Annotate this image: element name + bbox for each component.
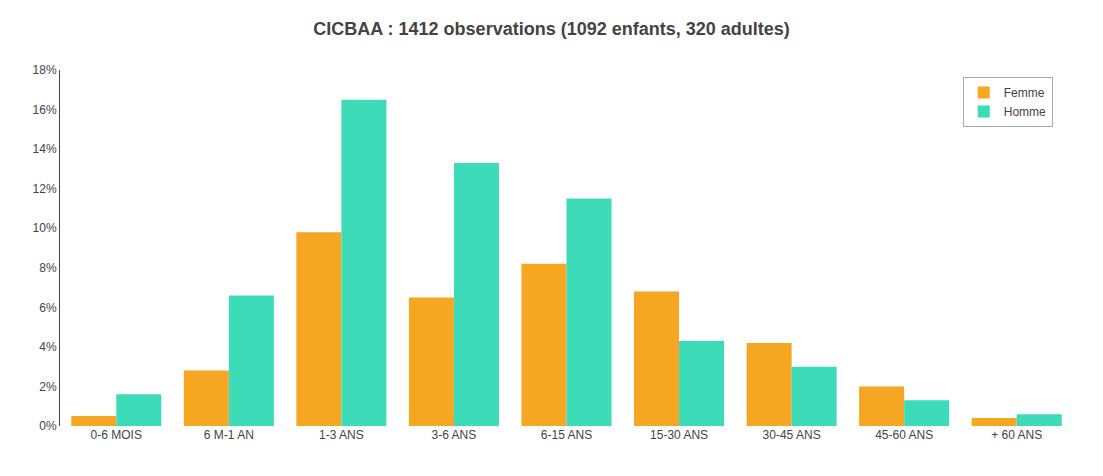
svg-text:6 M-1 AN: 6 M-1 AN xyxy=(204,428,254,442)
svg-text:3-6 ANS: 3-6 ANS xyxy=(432,428,477,442)
svg-text:1-3 ANS: 1-3 ANS xyxy=(319,428,364,442)
svg-text:12%: 12% xyxy=(33,182,57,196)
svg-text:30-45 ANS: 30-45 ANS xyxy=(763,428,821,442)
svg-text:45-60 ANS: 45-60 ANS xyxy=(875,428,933,442)
svg-text:10%: 10% xyxy=(33,221,57,235)
svg-text:8%: 8% xyxy=(39,261,57,275)
svg-text:14%: 14% xyxy=(33,142,57,156)
svg-text:+ 60 ANS: + 60 ANS xyxy=(991,428,1042,442)
svg-text:16%: 16% xyxy=(33,103,57,117)
svg-text:Homme: Homme xyxy=(1004,105,1046,119)
svg-text:2%: 2% xyxy=(39,380,57,394)
svg-text:18%: 18% xyxy=(33,63,57,77)
svg-text:0%: 0% xyxy=(39,419,57,433)
svg-text:4%: 4% xyxy=(39,340,57,354)
svg-text:6-15 ANS: 6-15 ANS xyxy=(541,428,592,442)
svg-text:Femme: Femme xyxy=(1004,86,1045,100)
svg-text:15-30 ANS: 15-30 ANS xyxy=(650,428,708,442)
svg-text:CICBAA : 1412 observations (10: CICBAA : 1412 observations (1092 enfants… xyxy=(313,19,790,39)
svg-text:6%: 6% xyxy=(39,301,57,315)
svg-text:0-6 MOIS: 0-6 MOIS xyxy=(91,428,142,442)
